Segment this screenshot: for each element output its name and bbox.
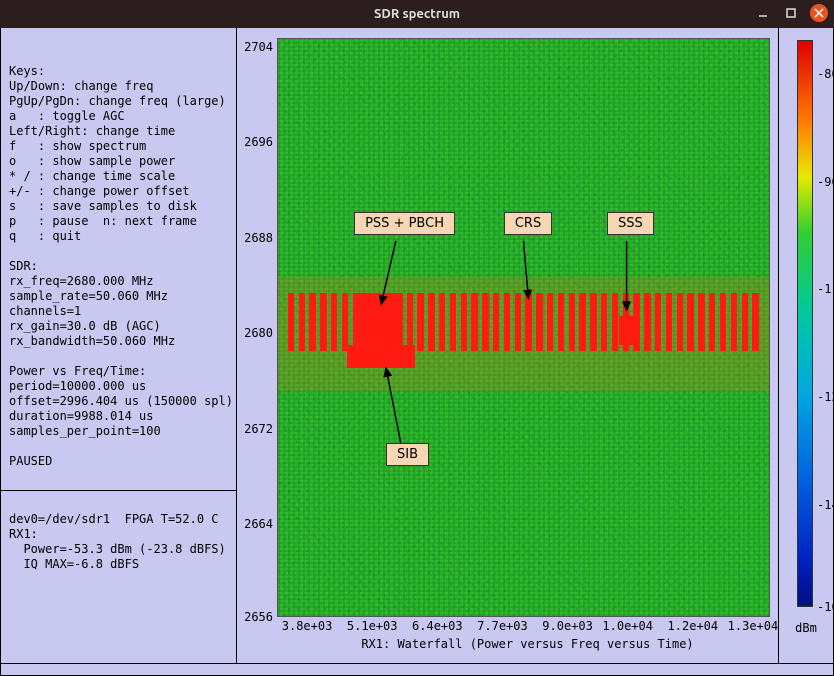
x-tick: 6.4e+03 — [412, 619, 463, 633]
y-tick: 2688 — [244, 231, 273, 245]
close-button[interactable] — [810, 4, 828, 22]
x-axis-label: RX1: Waterfall (Power versus Freq versus… — [277, 637, 778, 651]
paused-text: PAUSED — [9, 454, 52, 468]
colorbar-tick: -128 — [817, 390, 834, 404]
device-panel: dev0=/dev/sdr1 FPGA T=52.0 C RX1: Power=… — [1, 491, 236, 663]
colorbar-tick: -96 — [817, 175, 834, 189]
y-tick: 2680 — [244, 326, 273, 340]
minimize-button[interactable] — [754, 4, 772, 22]
colorbar — [797, 40, 813, 607]
client-area: Keys: Up/Down: change freq PgUp/PgDn: ch… — [0, 28, 834, 676]
statusbar — [1, 663, 833, 675]
y-tick: 2704 — [244, 40, 273, 54]
plot-area: 2704 2696 2688 2680 2672 2664 2656 PSS + PBCHC… — [237, 28, 833, 663]
colorbar-unit: dBm — [779, 621, 833, 635]
plot-main: PSS + PBCHCRSSSSSIB 3.8e+03 5.1e+03 6.4e+0… — [277, 28, 779, 663]
x-tick: 1.0e+04 — [602, 619, 653, 633]
colorbar-tick: -112 — [817, 282, 834, 296]
y-tick: 2656 — [244, 610, 273, 624]
y-axis: 2704 2696 2688 2680 2672 2664 2656 — [237, 28, 277, 663]
x-ticks: 3.8e+03 5.1e+03 6.4e+03 7.7e+03 9.0e+03 1.0e+… — [277, 617, 778, 635]
x-tick: 5.1e+03 — [347, 619, 398, 633]
dev-text: dev0=/dev/sdr1 FPGA T=52.0 C RX1: Power=… — [9, 512, 226, 571]
colorbar-tick: -80 — [817, 67, 834, 81]
main-row: Keys: Up/Down: change freq PgUp/PgDn: ch… — [1, 28, 833, 663]
keys-text: Keys: Up/Down: change freq PgUp/PgDn: ch… — [9, 64, 226, 243]
sdr-text: SDR: rx_freq=2680.000 MHz sample_rate=50… — [9, 259, 175, 348]
keys-help-panel: Keys: Up/Down: change freq PgUp/PgDn: ch… — [1, 28, 236, 491]
y-tick: 2664 — [244, 517, 273, 531]
y-tick: 2672 — [244, 422, 273, 436]
maximize-button[interactable] — [782, 4, 800, 22]
canvas-wrap: PSS + PBCHCRSSSSSIB — [277, 38, 770, 617]
annotation-arrows — [278, 39, 769, 616]
window-title: SDR spectrum — [374, 7, 460, 21]
titlebar[interactable]: SDR spectrum — [0, 0, 834, 28]
colorbar-column: dBm -80 -96 -112 -128 -144 -160 — [779, 28, 833, 663]
y-tick: 2696 — [244, 135, 273, 149]
x-tick: 9.0e+03 — [542, 619, 593, 633]
x-tick: 7.7e+03 — [477, 619, 528, 633]
colorbar-tick: -144 — [817, 498, 834, 512]
window-controls — [754, 4, 828, 22]
x-axis: 3.8e+03 5.1e+03 6.4e+03 7.7e+03 9.0e+03 1.0e+… — [277, 617, 778, 663]
pvf-text: Power vs Freq/Time: period=10000.000 us … — [9, 364, 233, 438]
x-tick: 3.8e+03 — [282, 619, 333, 633]
colorbar-tick: -160 — [817, 600, 834, 614]
spectrum-canvas[interactable]: PSS + PBCHCRSSSSSIB — [277, 38, 770, 617]
app-window: SDR spectrum Keys: Up/Down: change freq … — [0, 0, 834, 676]
x-tick: 1.2e+04 — [668, 619, 719, 633]
sidebar: Keys: Up/Down: change freq PgUp/PgDn: ch… — [1, 28, 237, 663]
x-tick: 1.3e+04 — [728, 619, 779, 633]
